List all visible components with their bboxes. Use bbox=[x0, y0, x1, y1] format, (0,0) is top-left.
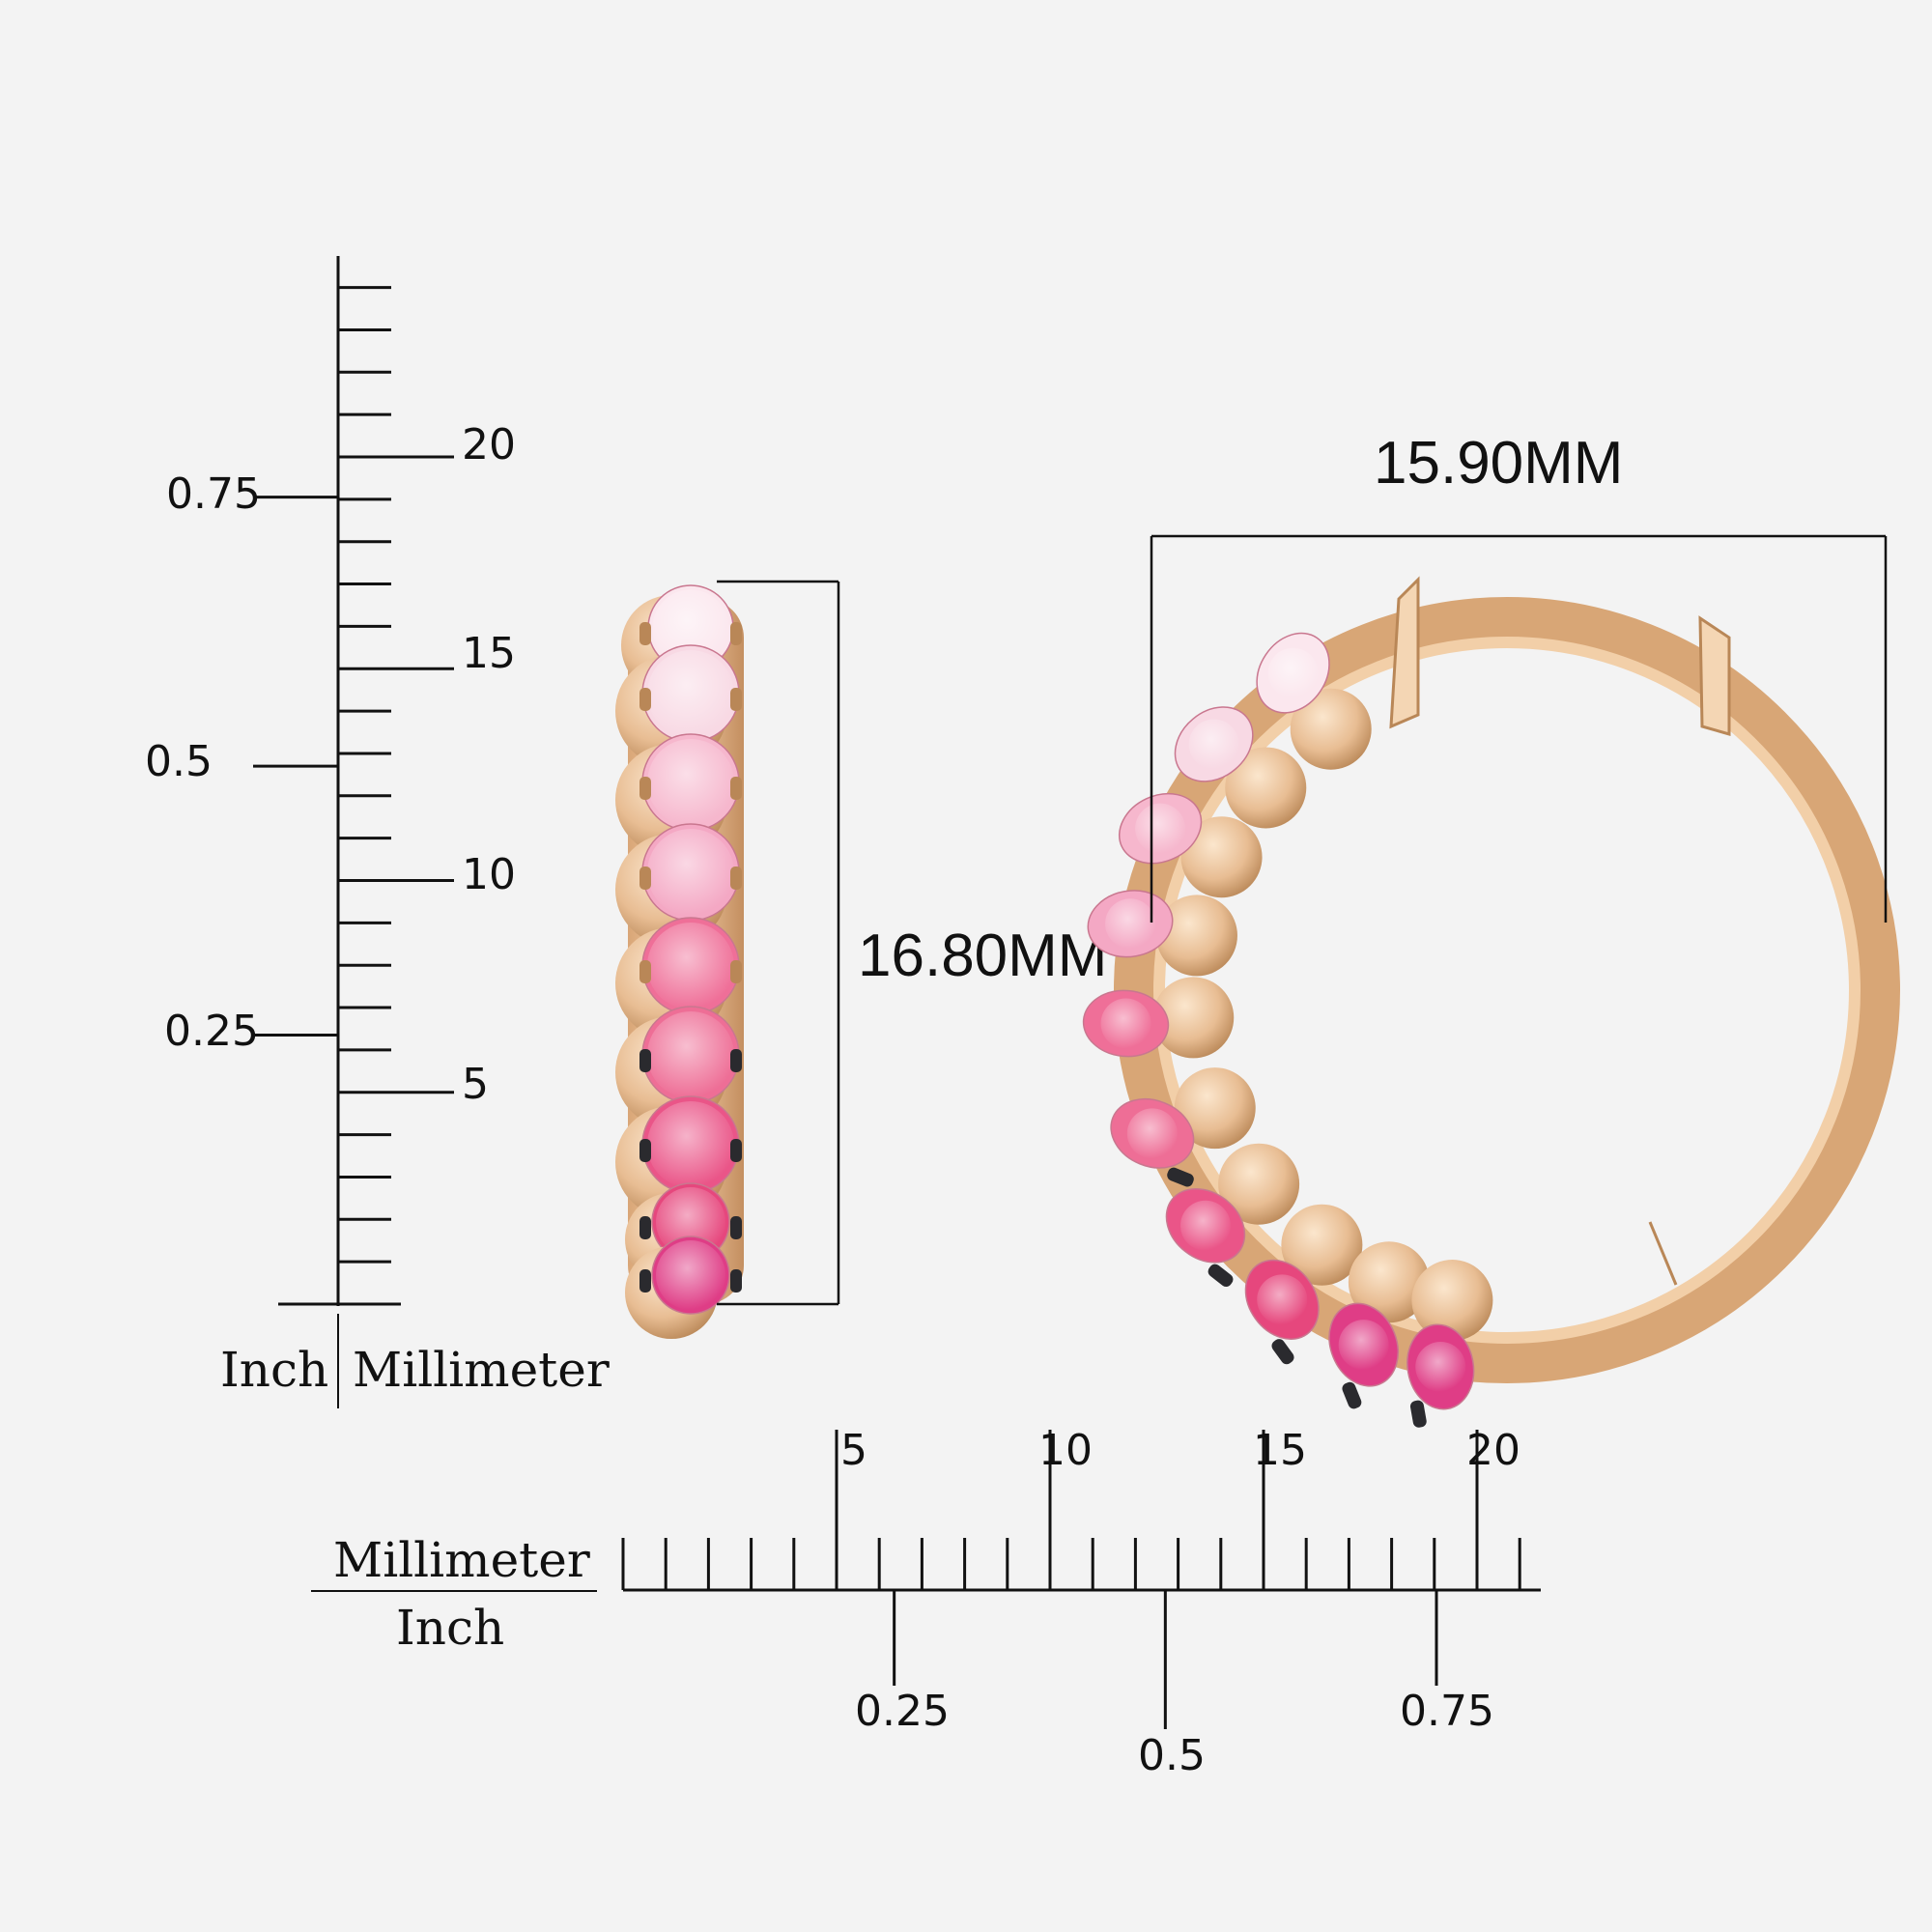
gem-sparkle bbox=[647, 650, 734, 737]
h-mm-label-15: 15 bbox=[1253, 1426, 1307, 1475]
front-prong bbox=[1167, 1167, 1194, 1187]
front-setting-bead bbox=[1281, 1204, 1363, 1286]
hoop-hinge-seam bbox=[1648, 1221, 1678, 1286]
gem-sparkle bbox=[647, 1011, 734, 1098]
side-prong bbox=[639, 1049, 651, 1072]
v-inch-label-0.75: 0.75 bbox=[166, 469, 261, 519]
h-mm-label-10: 10 bbox=[1038, 1426, 1093, 1475]
front-setting-bead bbox=[1348, 1241, 1430, 1323]
side-prong bbox=[730, 622, 742, 645]
front-setting-bead bbox=[1152, 977, 1235, 1059]
hoop-latch bbox=[1698, 615, 1731, 736]
hoop-hinge-clasp bbox=[1389, 576, 1420, 729]
v-unit-millimeter: Millimeter bbox=[353, 1342, 610, 1398]
v-mm-label-15: 15 bbox=[462, 629, 516, 678]
gem-sparkle bbox=[1179, 1200, 1231, 1251]
gem-sparkle bbox=[1100, 998, 1151, 1049]
v-inch-label-0.5: 0.5 bbox=[145, 737, 213, 786]
side-prong bbox=[639, 1269, 651, 1293]
gem-sparkle bbox=[1135, 803, 1186, 854]
front-setting-bead bbox=[1290, 688, 1372, 770]
front-prong bbox=[1342, 1381, 1362, 1409]
horizontal-mm-labels: 5 10 15 20 bbox=[840, 1426, 1520, 1475]
gem-sparkle bbox=[1267, 647, 1319, 698]
front-setting-bead bbox=[1411, 1260, 1493, 1342]
vertical-ruler bbox=[253, 256, 454, 1408]
h-unit-inch: Inch bbox=[396, 1600, 504, 1656]
side-prong bbox=[639, 1216, 651, 1239]
gem-sparkle bbox=[1126, 1108, 1178, 1159]
front-prong bbox=[1208, 1264, 1234, 1288]
height-dimension-bracket bbox=[717, 580, 840, 1306]
h-mm-label-5: 5 bbox=[840, 1426, 867, 1475]
h-mm-label-20: 20 bbox=[1466, 1426, 1520, 1475]
gem-sparkle bbox=[1105, 898, 1156, 950]
side-prong bbox=[730, 1216, 742, 1239]
side-prong bbox=[639, 1139, 651, 1162]
gem-sparkle bbox=[647, 829, 734, 916]
width-dimension-bracket bbox=[1150, 534, 1888, 923]
v-mm-label-10: 10 bbox=[462, 850, 516, 899]
height-dimension-label: 16.80MM bbox=[858, 923, 1107, 989]
gem-sparkle bbox=[1415, 1341, 1466, 1392]
side-prong bbox=[639, 867, 651, 890]
hoop-inner-rim bbox=[1153, 637, 1861, 1344]
side-prong bbox=[730, 1049, 742, 1072]
gem-sparkle bbox=[656, 1240, 725, 1310]
gem-sparkle bbox=[647, 1101, 734, 1188]
h-inch-label-0.5: 0.5 bbox=[1138, 1731, 1206, 1780]
h-inch-label-0.25: 0.25 bbox=[855, 1687, 950, 1736]
side-prong bbox=[730, 777, 742, 800]
front-prong bbox=[1409, 1400, 1427, 1428]
side-prong bbox=[730, 867, 742, 890]
horizontal-ruler bbox=[311, 1430, 1541, 1729]
earring-front-view bbox=[1082, 576, 1900, 1428]
front-prong bbox=[1271, 1339, 1294, 1365]
side-prong bbox=[639, 622, 651, 645]
vertical-mm-labels: 20 15 10 5 bbox=[462, 420, 516, 1109]
front-setting-bead bbox=[1180, 816, 1263, 898]
h-inch-label-0.75: 0.75 bbox=[1400, 1687, 1494, 1736]
v-inch-label-0.25: 0.25 bbox=[164, 1007, 259, 1056]
side-prong bbox=[730, 1139, 742, 1162]
width-dimension-label: 15.90MM bbox=[1374, 430, 1623, 497]
v-mm-label-5: 5 bbox=[462, 1060, 489, 1109]
v-mm-label-20: 20 bbox=[462, 420, 516, 469]
earring-side-view bbox=[615, 584, 744, 1339]
gem-sparkle bbox=[647, 923, 734, 1009]
gem-sparkle bbox=[1188, 719, 1239, 770]
side-prong bbox=[730, 688, 742, 711]
front-setting-bead bbox=[1155, 895, 1237, 977]
h-unit-millimeter: Millimeter bbox=[333, 1532, 590, 1588]
v-unit-inch: Inch bbox=[220, 1342, 328, 1398]
side-prong bbox=[730, 960, 742, 983]
horizontal-inch-labels: 0.25 0.5 0.75 bbox=[855, 1687, 1494, 1780]
front-setting-bead bbox=[1225, 747, 1307, 829]
front-setting-bead bbox=[1174, 1067, 1256, 1150]
vertical-inch-labels: 0.75 0.5 0.25 bbox=[145, 469, 261, 1056]
hoop-outer-rim bbox=[1114, 597, 1900, 1383]
side-prong bbox=[639, 960, 651, 983]
gem-sparkle bbox=[656, 1187, 725, 1257]
gem-sparkle bbox=[1257, 1274, 1308, 1325]
gem-sparkle bbox=[652, 589, 729, 667]
side-prong bbox=[730, 1269, 742, 1293]
gem-sparkle bbox=[1338, 1320, 1389, 1371]
gem-sparkle bbox=[647, 739, 734, 826]
side-prong bbox=[639, 688, 651, 711]
front-setting-bead bbox=[1218, 1143, 1300, 1225]
side-prong bbox=[639, 777, 651, 800]
